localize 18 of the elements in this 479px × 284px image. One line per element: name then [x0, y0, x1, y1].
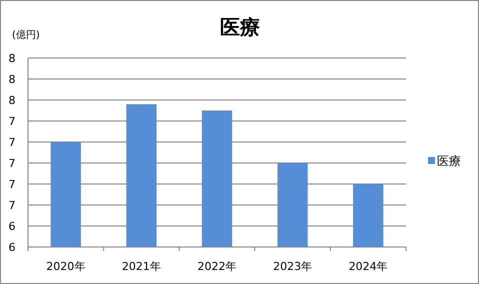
x-tick-label: 2022年 — [198, 260, 236, 273]
legend-label: 医療 — [437, 154, 461, 168]
y-tick-label: 7 — [8, 178, 16, 191]
y-axis-title: (億円) — [12, 29, 40, 41]
y-tick-label: 7 — [8, 114, 16, 128]
y-tick-label: 8 — [8, 72, 16, 86]
y-tick-label: 8 — [8, 94, 16, 107]
x-tick-label: 2024年 — [348, 260, 388, 273]
chart-title: 医療 — [220, 15, 260, 39]
x-tick-label: 2021年 — [122, 260, 161, 273]
y-tick-label: 6 — [8, 220, 16, 233]
y-tick-label: 7 — [8, 136, 16, 149]
y-tick-label: 7 — [8, 156, 16, 170]
y-tick-label: 6 — [8, 240, 16, 254]
y-tick-label: 8 — [8, 52, 16, 65]
x-tick-label: 2020年 — [46, 260, 86, 273]
y-tick-label: 7 — [8, 198, 16, 212]
x-tick-label: 2023年 — [273, 260, 312, 273]
